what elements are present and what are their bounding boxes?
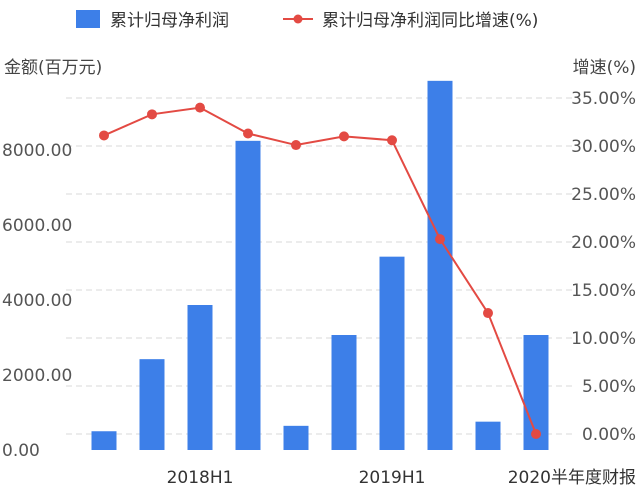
right-tick-label: 15.00% [571,281,636,301]
bar [139,359,165,450]
category-label: 2020半年度财报 [508,468,636,488]
line-point [387,135,397,146]
category-label: 2019H1 [359,468,426,488]
bar [91,431,117,450]
line-point [291,140,301,151]
bar [379,256,405,450]
right-tick-label: 0.00% [582,425,636,445]
legend-line-label: 累计归母净利润同比增速(%) [322,11,538,31]
line-point [147,109,157,120]
bar [475,421,501,450]
left-tick-label: 2000.00 [2,366,72,386]
line-point [243,128,253,139]
left-tick-label: 8000.00 [2,141,72,161]
bar [331,335,357,450]
line-point [195,102,205,113]
right-tick-label: 30.00% [571,137,636,157]
right-axis-title: 增速(%) [573,58,636,78]
right-axis-ticks: 0.00% 5.00% 10.00% 15.00% 20.00% 25.00% 30.00%… [571,89,636,445]
left-tick-label: 4000.00 [2,291,72,311]
legend: 累计归母净利润 累计归母净利润同比增速(%) [76,10,538,31]
series-line [103,106,537,435]
bar [283,425,309,450]
bar [235,140,261,451]
legend-bar-label: 累计归母净利润 [110,11,229,31]
right-tick-label: 5.00% [582,377,636,397]
line-point [99,130,109,141]
category-label: 2018H1 [167,468,234,488]
right-tick-label: 20.00% [571,233,636,253]
left-tick-label: 0.00 [2,441,40,461]
legend-bar-swatch [76,10,100,28]
bar [427,80,453,450]
category-axis-labels: 2018H1 2019H1 2020半年度财报 [167,468,636,488]
line-series [99,102,541,439]
legend-line-marker [293,14,303,24]
line-point [531,429,541,439]
line-point [483,308,493,319]
bar [187,305,213,450]
left-axis-title: 金额(百万元) [4,58,102,78]
left-axis-ticks: 0.00 2000.00 4000.00 6000.00 8000.00 [2,141,72,461]
bar-series [91,80,549,451]
right-tick-label: 25.00% [571,185,636,205]
right-tick-label: 10.00% [571,329,636,349]
right-tick-label: 35.00% [571,89,636,109]
line-point [339,131,349,142]
line-point [435,234,445,245]
left-tick-label: 6000.00 [2,216,72,236]
